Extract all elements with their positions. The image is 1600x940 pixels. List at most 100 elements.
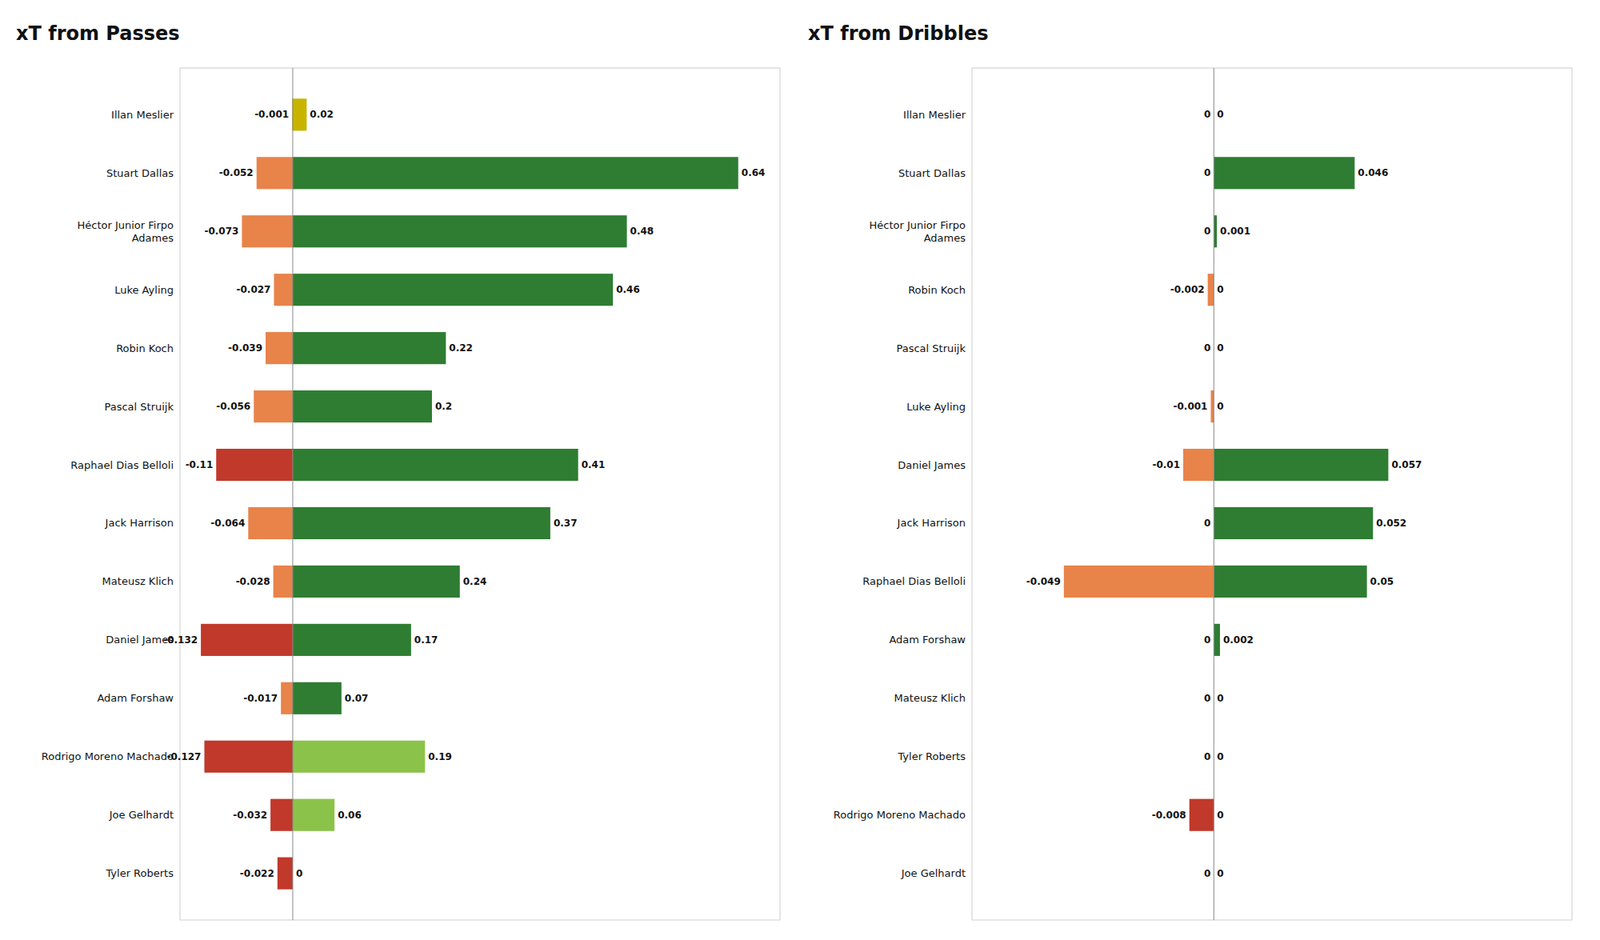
bar: [1213, 624, 1220, 656]
data-label: 0: [1216, 284, 1224, 296]
category-label: Héctor Junior FirpoAdames: [77, 219, 175, 244]
bar: [265, 332, 293, 364]
plot-frame: [972, 68, 1572, 920]
data-label: -0.032: [232, 809, 268, 821]
data-label: 0: [1216, 108, 1224, 120]
data-label: 0.052: [1376, 517, 1407, 529]
bar: [292, 156, 739, 189]
bar: [241, 215, 293, 248]
data-label: 0: [1216, 751, 1224, 763]
data-label: -0.022: [240, 868, 275, 880]
data-label: 0.17: [414, 634, 439, 646]
plot-frame: [180, 68, 780, 920]
category-label: Joe Gelhardt: [900, 867, 966, 880]
data-label: 0.19: [428, 751, 452, 763]
zero-line: [292, 68, 293, 920]
data-label: -0.028: [236, 576, 271, 588]
bar: [277, 857, 293, 890]
data-label: 0.2: [435, 400, 452, 412]
bar: [292, 98, 307, 131]
data-label: 0: [1216, 692, 1224, 704]
panel: xT from DribblesIllan MeslierStuart Dall…: [808, 22, 1572, 920]
bar: [216, 448, 293, 481]
data-label: 0.02: [309, 108, 334, 120]
data-label: 0: [1216, 809, 1224, 821]
category-label: Illan Meslier: [903, 108, 967, 121]
category-label: Raphael Dias Belloli: [70, 459, 174, 472]
category-label: Adam Forshaw: [888, 633, 966, 646]
category-label: Robin Koch: [116, 342, 174, 355]
category-label: Jack Harrison: [104, 516, 174, 529]
data-label: 0.001: [1220, 225, 1251, 237]
bars: [200, 98, 739, 889]
bar: [256, 156, 293, 189]
bar: [273, 273, 292, 306]
data-label: 0: [1204, 751, 1211, 763]
bar: [1213, 507, 1373, 540]
data-label: -0.049: [1026, 576, 1061, 588]
data-label: -0.073: [204, 225, 239, 237]
category-label: Héctor Junior FirpoAdames: [869, 219, 967, 244]
data-label: 0.046: [1357, 167, 1388, 179]
data-label: 0: [1204, 108, 1211, 120]
category-label: Rodrigo Moreno Machado: [41, 750, 174, 763]
data-label: 0: [1204, 342, 1211, 354]
bar: [1183, 448, 1214, 481]
data-label: 0: [1216, 868, 1224, 880]
bar: [292, 799, 335, 832]
category-label: Tyler Roberts: [896, 750, 966, 763]
bar: [292, 215, 628, 248]
data-label: -0.127: [167, 751, 202, 763]
category-label: Luke Ayling: [906, 400, 966, 413]
data-label: 0.06: [337, 809, 362, 821]
data-label: 0: [1216, 400, 1224, 412]
category-label: Stuart Dallas: [106, 167, 174, 180]
bar: [1208, 273, 1215, 306]
category-label: Joe Gelhardt: [108, 808, 174, 821]
bar: [292, 624, 412, 656]
bar: [1213, 156, 1355, 189]
data-label: 0.22: [448, 342, 473, 354]
bar: [292, 332, 446, 364]
data-label: 0: [1204, 167, 1211, 179]
category-label: Robin Koch: [908, 284, 966, 296]
category-label: Pascal Struijk: [104, 400, 174, 413]
chart-title: xT from Dribbles: [808, 22, 988, 45]
bar: [248, 507, 293, 540]
data-label: -0.027: [236, 284, 272, 296]
data-label: 0: [1204, 517, 1211, 529]
category-label: Adam Forshaw: [96, 692, 174, 704]
data-label: 0: [1204, 692, 1211, 704]
data-label: -0.132: [163, 634, 198, 646]
bar: [253, 390, 293, 423]
category-label: Jack Harrison: [896, 516, 966, 529]
bar: [292, 273, 613, 306]
data-label: 0: [1204, 868, 1211, 880]
data-label: 0.64: [741, 167, 766, 179]
data-label: -0.002: [1170, 284, 1205, 296]
data-label: 0.057: [1391, 459, 1422, 471]
data-label: -0.056: [216, 400, 251, 412]
data-label: 0.41: [581, 459, 606, 471]
data-label: -0.052: [219, 167, 254, 179]
chart-title: xT from Passes: [16, 22, 180, 45]
panel: xT from PassesIllan MeslierStuart Dallas…: [16, 22, 780, 920]
category-label: Raphael Dias Belloli: [862, 575, 966, 588]
bar: [292, 448, 579, 481]
bar: [292, 565, 460, 598]
bar: [292, 390, 432, 423]
data-label: 0.37: [553, 517, 578, 529]
data-label: 0: [1216, 342, 1224, 354]
category-label: Luke Ayling: [114, 284, 174, 296]
category-label: Pascal Struijk: [896, 342, 966, 355]
bars: [1064, 156, 1389, 832]
bar: [1213, 565, 1367, 598]
category-label: Daniel James: [897, 459, 966, 472]
data-label: -0.001: [1173, 400, 1208, 412]
data-label: 0: [296, 868, 303, 880]
data-label: -0.008: [1152, 809, 1187, 821]
bar: [273, 565, 293, 598]
bar: [292, 682, 342, 715]
data-label: 0.46: [616, 284, 640, 296]
data-label: -0.01: [1152, 459, 1180, 471]
